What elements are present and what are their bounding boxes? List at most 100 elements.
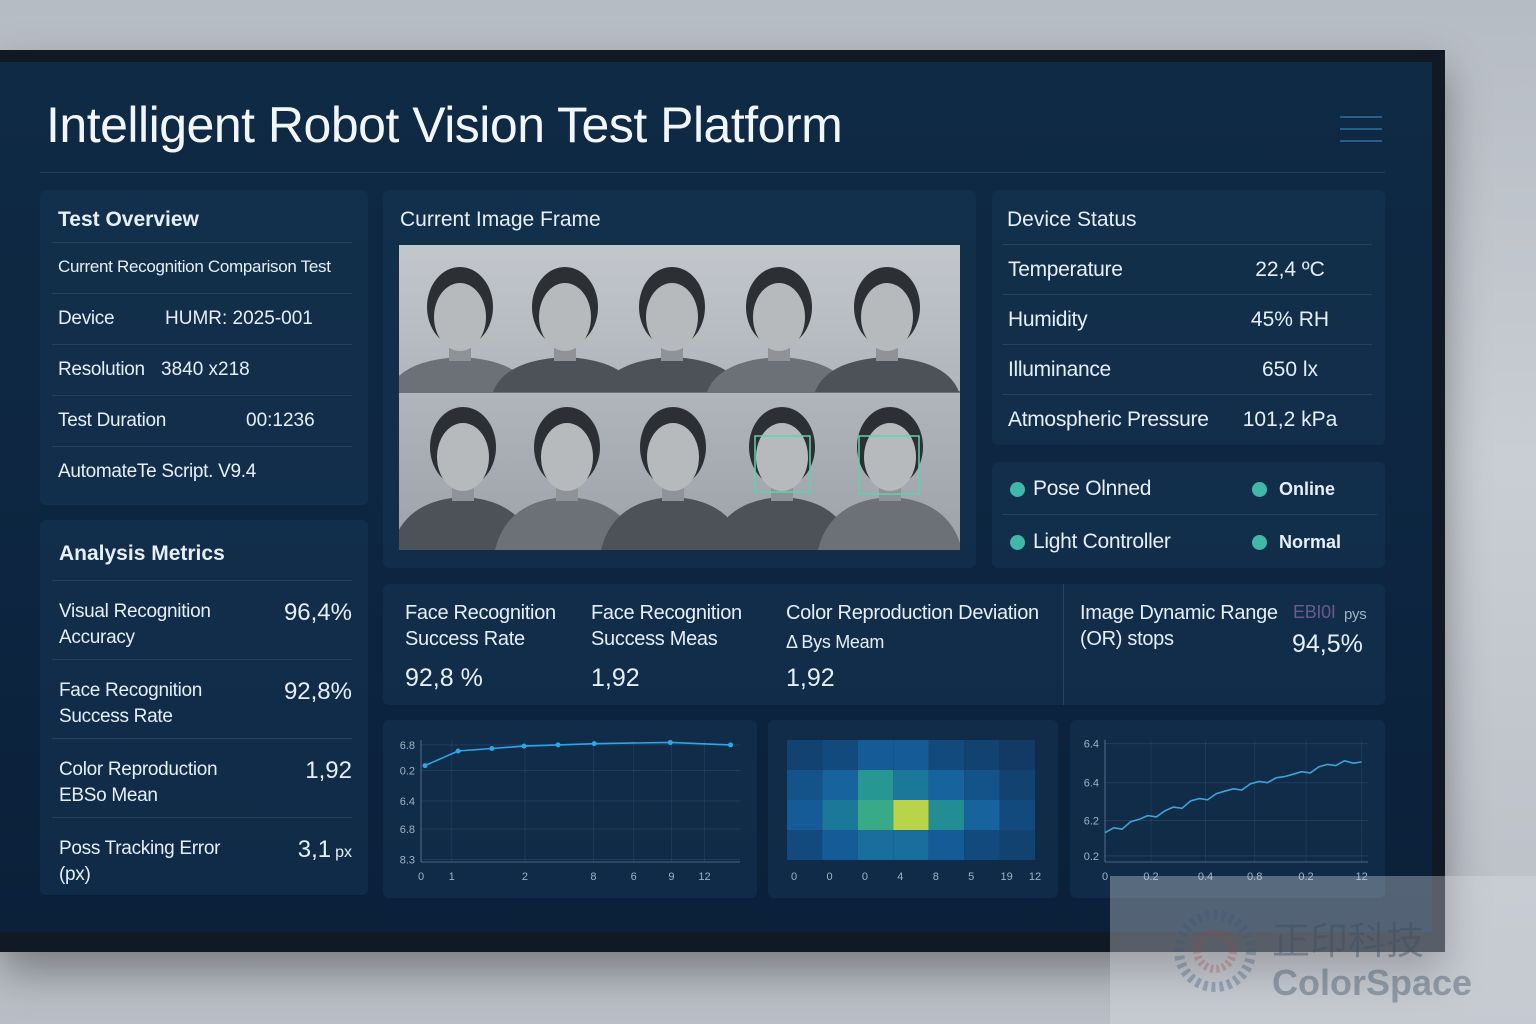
kpi-label: Color Reproduction Deviation xyxy=(786,602,1039,624)
face xyxy=(541,423,593,491)
metric-number: 1,92 xyxy=(305,757,352,784)
shoulders xyxy=(600,357,744,392)
row-label: Device xyxy=(58,308,115,329)
status-dot xyxy=(1010,482,1025,497)
metric-value: 1,92 xyxy=(305,757,352,785)
panel-title: Current Image Frame xyxy=(400,208,601,231)
image-frame-panel: Current Image Frame xyxy=(383,190,976,568)
status-row: Illuminance 650 lx xyxy=(1002,344,1372,394)
y-tick-label: 6.2 xyxy=(1084,816,1099,828)
data-point xyxy=(455,748,461,754)
kpi-divider xyxy=(1063,584,1064,705)
connection-status: Normal xyxy=(1279,532,1342,552)
data-point xyxy=(489,746,495,752)
metric-row: Face Recognition Success Rate 92,8% xyxy=(52,659,352,738)
connection-label: Pose Olnned xyxy=(1033,477,1152,500)
heatmap-cell xyxy=(822,770,858,800)
page-title: Intelligent Robot Vision Test Platform xyxy=(46,97,843,153)
heatmap-cell xyxy=(893,830,929,860)
detection-box xyxy=(754,435,811,493)
metric-label: Color Reproduction EBSo Mean xyxy=(59,759,218,806)
data-point xyxy=(591,741,597,747)
face xyxy=(864,423,916,491)
heatmap-cell xyxy=(822,740,858,770)
heatmap-cell xyxy=(822,830,858,860)
y-tick-label: 6.4 xyxy=(1084,739,1099,751)
y-tick-label: 8.3 xyxy=(400,855,415,867)
watermark-logo xyxy=(1174,910,1256,992)
camera-image xyxy=(399,245,960,550)
heatmap-cell xyxy=(857,770,894,800)
status-label: Humidity xyxy=(1008,308,1088,331)
metric-number: 3,1 xyxy=(297,836,332,863)
data-point xyxy=(422,763,428,769)
kpi-value: 92,8 % xyxy=(405,664,483,692)
data-line xyxy=(424,741,731,767)
metric-row: Poss Tracking Error (px) 3,1 px xyxy=(52,817,352,896)
x-tick-label: 6 xyxy=(631,871,637,883)
x-tick-label: 1 xyxy=(449,871,455,883)
face xyxy=(861,283,913,351)
data-line xyxy=(1104,759,1362,834)
x-tick-label: 4 xyxy=(897,871,903,883)
status-dot xyxy=(1010,535,1025,550)
heatmap-cell xyxy=(928,830,965,860)
shoulders xyxy=(601,497,745,550)
status-dot xyxy=(1252,482,1267,497)
status-label: Atmospheric Pressure xyxy=(1008,408,1209,431)
analysis-metrics-panel: Analysis Metrics Visual Recognition Accu… xyxy=(40,520,368,895)
data-point xyxy=(667,739,673,745)
x-tick-label: 0.2 xyxy=(1143,871,1158,883)
connection-status: Online xyxy=(1279,479,1336,499)
face xyxy=(646,283,698,351)
panel-title: Device Status xyxy=(1007,208,1137,231)
x-tick-label: 0 xyxy=(826,871,832,883)
line-chart: 6.80.26.46.88.30 1 2 8 6 9 12 xyxy=(400,739,740,883)
x-tick-label: 0.4 xyxy=(1198,871,1213,883)
connection-label: Light Controller xyxy=(1033,530,1171,553)
heatmap-cell xyxy=(964,740,1000,770)
row-value: 3840 x218 xyxy=(161,359,250,380)
heatmap-cell xyxy=(857,830,894,860)
connection-row: Light Controller Normal xyxy=(1002,514,1377,567)
kpi-label: Image Dynamic Range (OR) stops xyxy=(1080,602,1278,650)
x-tick-label: 19 xyxy=(1001,871,1013,883)
info-row: Resolution 3840 x218 xyxy=(52,344,352,395)
detection-box xyxy=(858,435,920,495)
menu-icon[interactable] xyxy=(1338,112,1384,146)
x-tick-label: 8 xyxy=(933,871,939,883)
metric-label: Poss Tracking Error (px) xyxy=(59,838,221,885)
status-label: Temperature xyxy=(1008,258,1123,281)
connections-panel: Pose Olnned Online Light Controller Normal xyxy=(992,462,1385,568)
watermark-en: ColorSpace xyxy=(1272,962,1473,1003)
status-value: 650 lx xyxy=(1261,358,1319,381)
screen: Intelligent Robot Vision Test Platform T… xyxy=(0,62,1432,932)
watermark: 正印科技 ColorSpace xyxy=(1110,876,1536,1024)
x-tick-label: 9 xyxy=(668,871,674,883)
heatmap-cell xyxy=(964,800,1000,830)
heatmap-cell xyxy=(999,740,1035,770)
heatmap-cell xyxy=(893,770,929,800)
data-point xyxy=(521,743,527,749)
metric-label: Face Recognition Success Rate xyxy=(59,680,203,727)
heatmap-cell xyxy=(999,830,1035,860)
shoulders xyxy=(815,357,959,392)
y-tick-label: 6.8 xyxy=(400,824,415,836)
heatmap-cell xyxy=(964,770,1000,800)
chart-panel: 0 0 0 4 8 5 19 12 xyxy=(768,720,1058,898)
metric-number: 92,8% xyxy=(283,678,352,705)
x-tick-label: 0.2 xyxy=(1298,871,1313,883)
shoulders xyxy=(495,497,639,550)
status-row: Atmospheric Pressure 101,2 kPa xyxy=(1002,394,1372,444)
metric-unit: px xyxy=(335,844,352,861)
heatmap-cell xyxy=(857,740,894,770)
shoulders xyxy=(818,497,960,550)
y-tick-label: 6.4 xyxy=(1084,778,1099,790)
heatmap-cell xyxy=(893,740,929,770)
info-row: Test Duration 00:1236 xyxy=(52,395,352,446)
x-tick-label: 5 xyxy=(968,871,974,883)
kpi-value: 1,92 xyxy=(786,664,835,692)
heatmap-cell xyxy=(893,800,929,830)
y-tick-label: 6.8 xyxy=(400,740,415,752)
